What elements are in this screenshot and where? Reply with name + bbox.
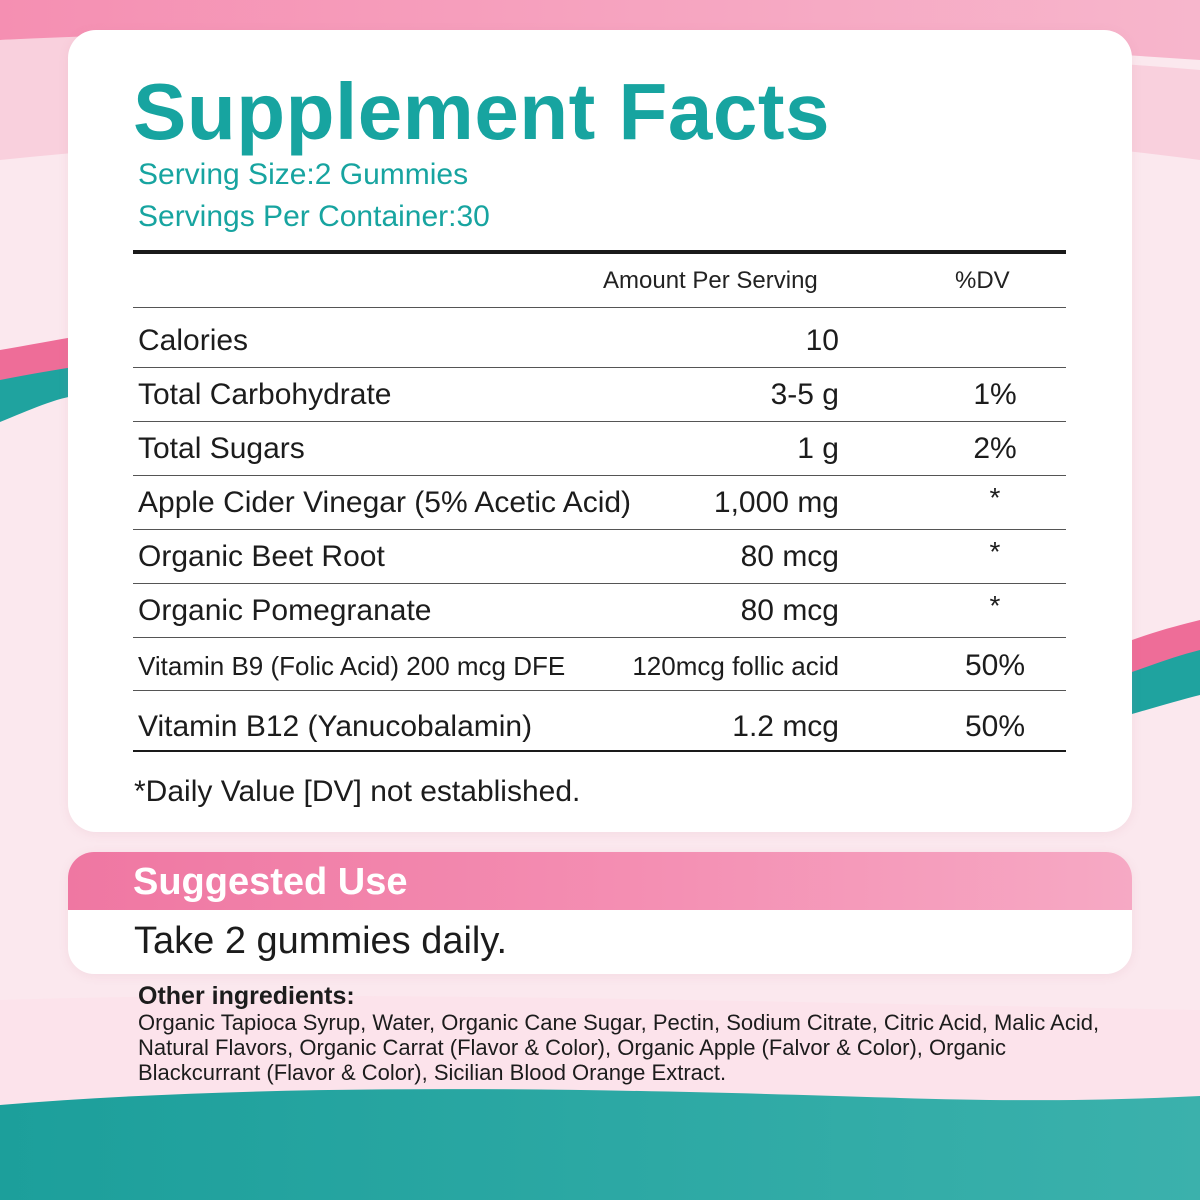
table-row: Organic Pomegranate 80 mcg *	[133, 583, 1066, 638]
page-title: Supplement Facts	[133, 67, 831, 156]
nutrient-amount: 3-5 g	[770, 378, 839, 411]
table-row: Apple Cider Vinegar (5% Acetic Acid) 1,0…	[133, 475, 1066, 530]
nutrient-name: Vitamin B9 (Folic Acid) 200 mcg DFE	[138, 651, 566, 681]
suggested-use-title: Suggested Use	[133, 861, 408, 903]
table-row: Organic Beet Root 80 mcg *	[133, 529, 1066, 584]
other-ingredients: Other ingredients: Organic Tapioca Syrup…	[138, 982, 1128, 1085]
supplement-facts-panel	[68, 30, 1132, 832]
nutrient-amount: 1 g	[797, 432, 839, 465]
nutrient-amount: 80 mcg	[740, 594, 839, 627]
servings-per-container: Servings Per Container:30	[138, 200, 490, 233]
nutrient-name: Vitamin B12 (Yanucobalamin)	[138, 710, 533, 743]
serving-size: Serving Size:2 Gummies	[138, 158, 469, 191]
column-header-amount: Amount Per Serving	[603, 267, 818, 294]
nutrient-amount: 80 mcg	[740, 540, 839, 573]
suggested-use-text: Take 2 gummies daily.	[134, 920, 508, 962]
table-row: Total Sugars 1 g 2%	[133, 421, 1066, 476]
nutrient-name: Organic Pomegranate	[138, 594, 432, 627]
suggested-use-header: Suggested Use	[68, 852, 1132, 910]
suggested-use-panel: Suggested Use Take 2 gummies daily.	[68, 852, 1132, 974]
table-row: Total Carbohydrate 3-5 g 1%	[133, 367, 1066, 422]
top-divider	[133, 250, 1066, 254]
daily-value-footnote: *Daily Value [DV] not established.	[134, 775, 581, 808]
bottom-divider	[133, 750, 1066, 752]
nutrient-name: Total Sugars	[138, 432, 305, 465]
other-ingredients-text: Organic Tapioca Syrup, Water, Organic Ca…	[138, 1010, 1100, 1085]
nutrient-amount: 10	[805, 324, 839, 357]
table-row: Vitamin B9 (Folic Acid) 200 mcg DFE 120m…	[133, 637, 1066, 691]
table-row: Vitamin B12 (Yanucobalamin) 1.2 mcg 50%	[133, 690, 1066, 751]
nutrient-name: Organic Beet Root	[138, 540, 385, 573]
nutrient-amount: 1.2 mcg	[732, 710, 839, 743]
nutrient-name: Total Carbohydrate	[138, 378, 392, 411]
other-ingredients-title: Other ingredients:	[138, 982, 355, 1010]
nutrient-amount: 120mcg follic acid	[632, 651, 839, 681]
nutrient-name: Calories	[138, 324, 249, 357]
nutrient-name: Apple Cider Vinegar (5% Acetic Acid)	[138, 486, 632, 519]
table-row: Calories 10	[133, 307, 1066, 368]
nutrient-amount: 1,000 mg	[713, 486, 839, 519]
column-header-dv: %DV	[955, 267, 1010, 294]
